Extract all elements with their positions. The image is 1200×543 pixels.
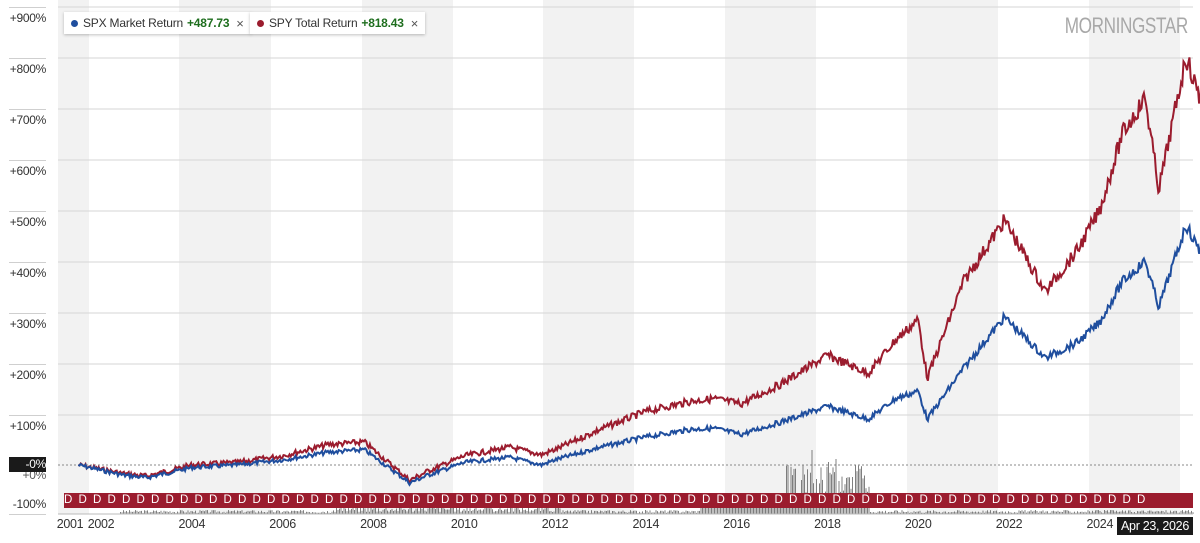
x-label: 2018 <box>814 517 841 531</box>
x-label: 2010 <box>450 517 478 531</box>
x-label: 2014 <box>632 517 660 531</box>
legend-spx-value: +487.73 <box>186 16 230 30</box>
y-tick <box>9 160 46 161</box>
spy-total-return-line[interactable] <box>77 48 1200 485</box>
y-tick <box>9 211 46 212</box>
x-label: 2024 <box>1086 517 1114 531</box>
y-tick <box>9 415 46 416</box>
x-label: 2020 <box>904 517 932 531</box>
y-label: +300% <box>9 317 47 331</box>
y-label: +200% <box>9 368 47 382</box>
y-tick <box>9 262 46 263</box>
y-tick <box>9 109 46 110</box>
current-date-marker: Apr 23, 2026 <box>1117 517 1193 535</box>
y-tick <box>9 514 46 515</box>
spx-market-return-line[interactable] <box>77 216 1200 487</box>
y-label: +500% <box>9 215 47 229</box>
y-tick <box>9 313 46 314</box>
legend-item-spy[interactable]: SPY Total Return +818.43 × <box>250 12 426 34</box>
y-label: +700% <box>9 113 47 127</box>
y-tick <box>9 7 46 8</box>
spx-dot-icon <box>71 19 78 27</box>
x-label: 2008 <box>360 517 387 531</box>
close-icon[interactable]: × <box>410 15 419 31</box>
year-band <box>1089 0 1180 514</box>
legend-spy-value: +818.43 <box>361 16 404 30</box>
spy-dot-icon <box>257 19 264 27</box>
y-label: +100% <box>9 419 47 433</box>
x-label: 2002 <box>87 517 115 531</box>
year-band <box>362 0 453 514</box>
year-band <box>58 0 89 514</box>
y-tick <box>9 58 46 59</box>
x-label: 2004 <box>178 517 206 531</box>
x-label: 2006 <box>269 517 296 531</box>
y-tick <box>9 364 46 365</box>
y-label: +600% <box>9 164 47 178</box>
current-value-marker: -0% <box>9 457 46 472</box>
y-label: +800% <box>9 62 47 76</box>
year-band <box>907 0 998 514</box>
close-icon[interactable]: × <box>236 15 244 31</box>
legend-item-spx[interactable]: SPX Market Return +487.73 × <box>64 12 251 34</box>
year-band <box>725 0 816 514</box>
year-bands <box>58 0 1180 514</box>
year-band <box>543 0 634 514</box>
legend-spy-name: SPY Total Return <box>269 16 358 30</box>
year-band <box>179 0 271 514</box>
x-label: 2016 <box>723 517 750 531</box>
dividend-strip[interactable]: D D D D D D D D D D D D D D D D D D D D … <box>64 493 1193 508</box>
x-label: 2012 <box>541 517 569 531</box>
x-label: 2001 <box>56 517 84 531</box>
y-label: -100% <box>12 497 47 511</box>
x-label: 2022 <box>995 517 1023 531</box>
y-label: +400% <box>9 266 47 280</box>
morningstar-logo: MORNINGSTAR <box>1064 13 1189 38</box>
legend-spx-name: SPX Market Return <box>83 16 183 30</box>
y-label: +900% <box>9 11 47 25</box>
